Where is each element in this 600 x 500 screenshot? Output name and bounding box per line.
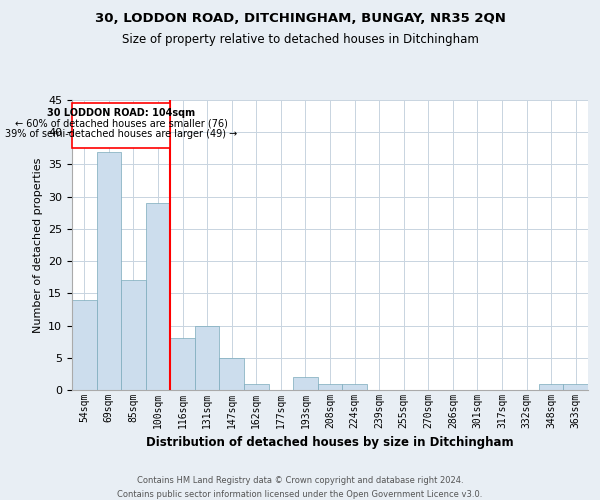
Y-axis label: Number of detached properties: Number of detached properties bbox=[32, 158, 43, 332]
Bar bbox=[170, 338, 195, 390]
Text: 39% of semi-detached houses are larger (49) →: 39% of semi-detached houses are larger (… bbox=[5, 129, 237, 139]
Text: Contains HM Land Registry data © Crown copyright and database right 2024.: Contains HM Land Registry data © Crown c… bbox=[137, 476, 463, 485]
X-axis label: Distribution of detached houses by size in Ditchingham: Distribution of detached houses by size … bbox=[146, 436, 514, 450]
Bar bbox=[195, 326, 220, 390]
Bar bbox=[563, 384, 588, 390]
Bar bbox=[72, 300, 97, 390]
Bar bbox=[342, 384, 367, 390]
Bar bbox=[539, 384, 563, 390]
Text: Size of property relative to detached houses in Ditchingham: Size of property relative to detached ho… bbox=[122, 32, 478, 46]
Bar bbox=[293, 377, 318, 390]
Bar bbox=[220, 358, 244, 390]
Text: Contains public sector information licensed under the Open Government Licence v3: Contains public sector information licen… bbox=[118, 490, 482, 499]
Bar bbox=[146, 203, 170, 390]
Bar bbox=[97, 152, 121, 390]
Text: 30 LODDON ROAD: 104sqm: 30 LODDON ROAD: 104sqm bbox=[47, 108, 195, 118]
Bar bbox=[244, 384, 269, 390]
Bar bbox=[318, 384, 342, 390]
Text: ← 60% of detached houses are smaller (76): ← 60% of detached houses are smaller (76… bbox=[15, 118, 227, 128]
Bar bbox=[121, 280, 146, 390]
Text: 30, LODDON ROAD, DITCHINGHAM, BUNGAY, NR35 2QN: 30, LODDON ROAD, DITCHINGHAM, BUNGAY, NR… bbox=[95, 12, 505, 26]
FancyBboxPatch shape bbox=[72, 103, 170, 148]
